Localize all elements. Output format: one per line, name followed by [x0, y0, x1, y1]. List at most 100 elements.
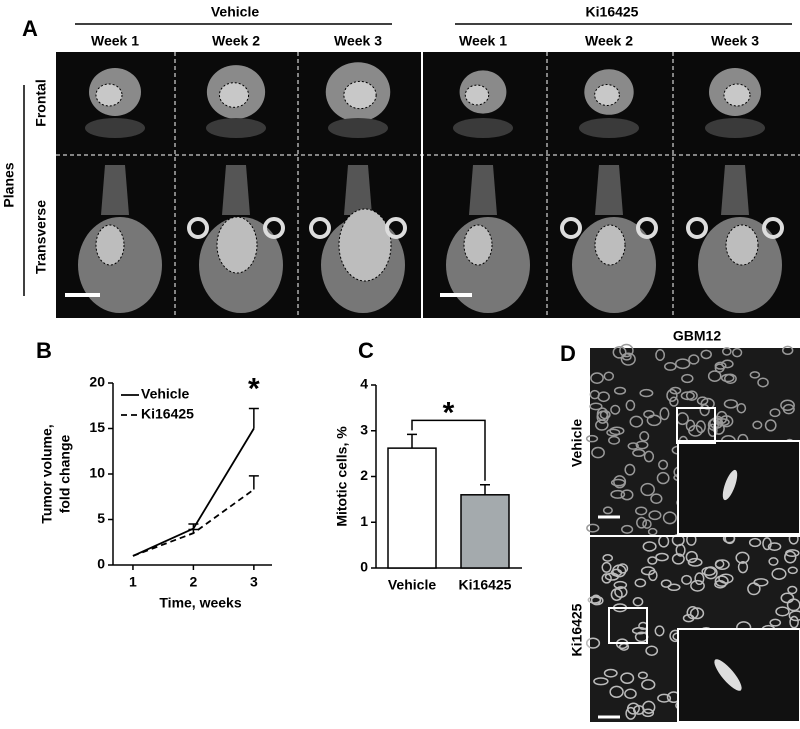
nucleus — [597, 391, 610, 403]
nucleus — [688, 424, 703, 437]
significance-bracket — [411, 419, 486, 481]
nucleus — [789, 615, 799, 629]
x-tick-label: 3 — [250, 574, 258, 590]
nucleus — [664, 361, 677, 371]
x-tick-label: Vehicle — [388, 577, 436, 593]
nucleus — [707, 423, 718, 438]
nucleus — [690, 579, 705, 592]
y-tick-label: 4 — [360, 376, 368, 392]
nucleus — [626, 702, 640, 715]
nucleus — [620, 489, 634, 501]
brain — [698, 217, 782, 313]
nucleus — [771, 567, 787, 580]
snout — [469, 165, 497, 215]
nucleus — [657, 693, 672, 703]
nucleus — [694, 572, 705, 586]
nucleus — [634, 506, 648, 516]
eye — [686, 217, 708, 239]
nucleus — [612, 564, 627, 578]
y-axis-label: Tumor volume, — [39, 424, 55, 523]
y-axis-label: Mitotic cells, % — [334, 426, 350, 527]
nucleus — [681, 574, 692, 585]
error-bar — [407, 433, 417, 449]
nucleus — [714, 363, 725, 373]
nucleus — [753, 578, 769, 587]
nucleus — [590, 594, 602, 606]
nucleus — [642, 541, 657, 552]
error-bar — [480, 483, 490, 495]
nucleus — [737, 560, 749, 574]
nucleus — [686, 606, 699, 620]
nucleus — [603, 668, 618, 678]
error-bar — [188, 528, 199, 534]
planes-label: Planes — [1, 162, 17, 207]
nucleus — [700, 397, 715, 410]
y-tick-label: 0 — [360, 559, 368, 575]
y-tick-label: 5 — [97, 510, 105, 526]
row-label: Ki16425 — [569, 603, 585, 656]
skull-base — [206, 118, 266, 138]
snout — [344, 165, 372, 215]
nucleus — [787, 585, 798, 595]
tumor — [594, 224, 626, 266]
nucleus — [647, 556, 658, 565]
nucleus — [675, 358, 691, 370]
nucleus — [609, 426, 625, 436]
nucleus — [715, 418, 730, 427]
nucleus — [671, 553, 685, 565]
x-tick-label: 2 — [190, 574, 198, 590]
nucleus — [780, 592, 795, 604]
nucleus — [620, 672, 635, 684]
skull-base — [579, 118, 639, 138]
nucleus — [722, 347, 732, 356]
nucleus — [752, 420, 763, 430]
eye — [309, 217, 331, 239]
nucleus — [685, 390, 698, 401]
nucleus — [768, 557, 779, 566]
skull-base — [328, 118, 388, 138]
nucleus — [585, 637, 601, 649]
nucleus — [627, 442, 639, 450]
week-label: Week 2 — [212, 33, 260, 49]
nucleus — [781, 345, 794, 356]
nucleus — [680, 391, 695, 401]
brain — [572, 217, 656, 313]
bar — [460, 494, 510, 569]
nucleus — [613, 386, 627, 395]
nucleus — [788, 610, 800, 622]
nucleus — [593, 677, 609, 686]
panel-label: C — [358, 338, 374, 363]
nucleus — [636, 516, 648, 529]
row-label: Vehicle — [569, 419, 585, 467]
group-label: Ki16425 — [586, 4, 639, 20]
nucleus — [748, 537, 762, 548]
inset-box — [608, 607, 648, 644]
tumor — [463, 224, 493, 266]
y-tick-label: 10 — [89, 465, 105, 481]
skull-base — [705, 118, 765, 138]
week-label: Week 2 — [585, 33, 633, 49]
nucleus — [640, 566, 656, 576]
nucleus — [656, 471, 670, 485]
nucleus — [762, 537, 772, 551]
nucleus — [703, 566, 718, 580]
nucleus — [624, 463, 636, 476]
nucleus — [769, 618, 782, 627]
nucleus — [764, 419, 777, 432]
nucleus — [585, 434, 599, 443]
nucleus — [718, 573, 734, 584]
y-tick-label: 1 — [360, 513, 368, 529]
nucleus — [639, 431, 650, 442]
x-tick-label: 1 — [129, 574, 137, 590]
group-label: Vehicle — [211, 4, 259, 20]
mitotic-cell — [722, 469, 738, 501]
nucleus — [612, 345, 627, 359]
tumor — [218, 82, 250, 108]
legend-label: Vehicle — [141, 386, 189, 402]
eye — [636, 217, 658, 239]
nucleus — [731, 347, 743, 358]
nucleus — [624, 688, 637, 700]
nucleus — [666, 388, 678, 402]
skull-base — [85, 118, 145, 138]
